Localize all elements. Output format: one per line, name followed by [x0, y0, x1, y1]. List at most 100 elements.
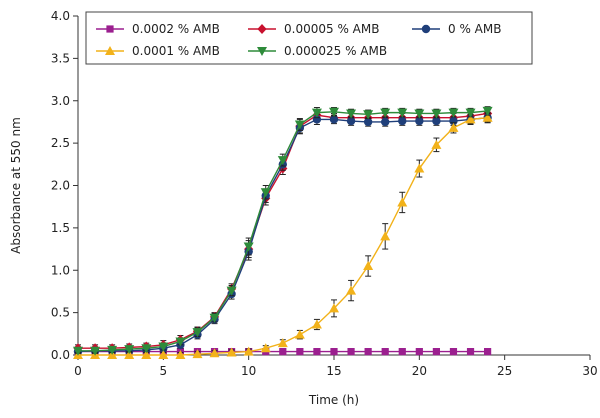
data-point [398, 348, 406, 356]
data-point [364, 348, 372, 356]
data-point [397, 108, 408, 118]
y-tick-label: 4.0 [51, 9, 70, 23]
data-point [465, 114, 476, 124]
series-5 [73, 106, 493, 356]
data-point [482, 112, 493, 122]
y-tick-label: 3.0 [51, 94, 70, 108]
data-point [141, 350, 152, 359]
data-point [277, 338, 288, 348]
legend-marker [257, 24, 267, 34]
data-point [329, 303, 339, 313]
y-tick-label: 1.0 [51, 263, 70, 277]
legend-marker [105, 46, 115, 55]
data-point [73, 346, 83, 356]
data-point [209, 348, 220, 358]
data-point [363, 117, 373, 127]
legend-entry: 0.0002 % AMB [96, 22, 220, 36]
data-point [347, 348, 355, 356]
data-point [124, 350, 135, 359]
legend-box [85, 11, 533, 65]
data-point [329, 115, 339, 124]
legend-marker [106, 25, 114, 33]
x-tick-label: 10 [241, 364, 256, 378]
y-axis-label: Absorbance at 550 nm [9, 117, 23, 254]
data-point [449, 348, 458, 356]
series-line [77, 117, 488, 353]
data-point [296, 348, 304, 356]
data-point [431, 139, 442, 149]
x-tick-label: 25 [497, 364, 512, 378]
data-point [311, 319, 322, 329]
data-point [192, 328, 203, 338]
data-point [243, 346, 254, 356]
data-point [226, 286, 237, 296]
data-point [311, 108, 322, 118]
legend-label: 0.0001 % AMB [132, 44, 220, 58]
x-tick-label: 20 [412, 364, 427, 378]
data-point [330, 348, 338, 356]
data-point [346, 285, 357, 295]
data-point [466, 348, 475, 356]
data-point [448, 122, 459, 132]
data-point [294, 329, 305, 339]
data-point [432, 116, 441, 126]
y-tick-label: 2.0 [51, 179, 70, 193]
legend-entry: 0.000025 % AMB [248, 44, 387, 58]
data-point [363, 110, 374, 120]
legend-entry: 0 % AMB [412, 22, 501, 36]
data-point [175, 337, 186, 347]
legend-entry: 0.00005 % AMB [248, 22, 379, 36]
y-tick-label: 1.5 [51, 221, 70, 235]
data-point [398, 116, 407, 126]
data-point [484, 348, 492, 356]
data-point [141, 344, 152, 354]
x-tick-label: 30 [582, 364, 597, 378]
data-point [414, 109, 425, 119]
data-point [482, 106, 493, 116]
data-point [260, 188, 271, 198]
series-line [78, 112, 488, 349]
data-point [90, 346, 101, 356]
legend: 0.0002 % AMB 0.00005 % AMB 0 % AMB 0.0001 %… [85, 11, 533, 65]
data-point [260, 343, 271, 353]
x-tick-label: 0 [74, 364, 82, 378]
legend-marker [257, 47, 267, 56]
legend-label: 0.000025 % AMB [284, 44, 387, 58]
data-point [313, 348, 321, 356]
data-point [158, 342, 169, 352]
y-tick-label: 0.0 [51, 348, 70, 362]
legend-marker [421, 24, 431, 34]
data-point [346, 109, 357, 119]
data-point [346, 116, 356, 126]
x-tick-label: 15 [326, 364, 341, 378]
data-point [329, 107, 339, 117]
plot-area [73, 106, 493, 359]
data-point [192, 349, 203, 359]
data-point [175, 350, 186, 359]
data-point [226, 347, 237, 357]
legend-entry: 0.0001 % AMB [96, 44, 220, 58]
legend-label: 0 % AMB [448, 22, 501, 36]
y-tick-label: 2.5 [51, 136, 70, 150]
data-point [209, 313, 220, 323]
data-point [243, 242, 254, 252]
data-point [465, 108, 476, 118]
data-point [448, 108, 459, 118]
series-line [78, 110, 488, 352]
series-4 [73, 112, 493, 359]
series-2 [73, 108, 493, 354]
series-line [78, 117, 488, 356]
y-tick-label: 0.5 [51, 306, 70, 320]
data-point [294, 120, 305, 130]
data-point [380, 108, 391, 118]
data-point [381, 348, 389, 356]
data-point [415, 116, 424, 126]
x-tick-label: 5 [160, 364, 168, 378]
data-point [279, 348, 287, 356]
series-3 [73, 112, 492, 356]
data-point [432, 348, 440, 356]
data-point [124, 345, 135, 355]
data-point [397, 197, 408, 207]
data-point [380, 231, 391, 241]
